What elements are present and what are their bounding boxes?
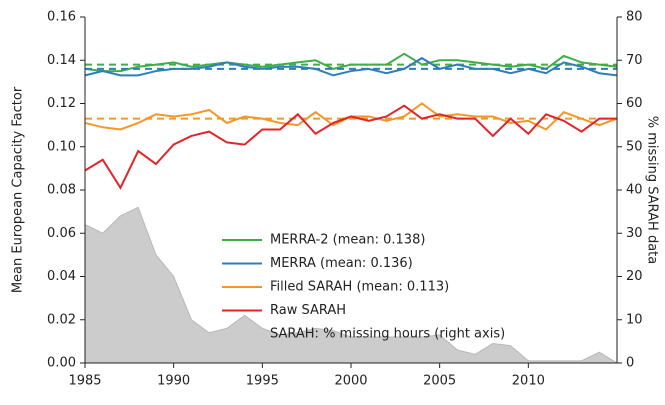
y-tick-label: 0.02 (47, 312, 76, 327)
y-tick-label: 0.06 (47, 226, 76, 241)
y2-tick-label: 0 (626, 356, 634, 371)
y2-tick-label: 30 (626, 226, 643, 241)
x-tick-label: 1990 (157, 374, 190, 389)
y-tick-label: 0.10 (47, 139, 76, 154)
y2-tick-label: 40 (626, 183, 643, 198)
x-tick-label: 2005 (423, 374, 456, 389)
y-tick-label: 0.16 (47, 10, 76, 25)
legend-label: MERRA-2 (mean: 0.138) (270, 233, 425, 248)
y-axis-label: Mean European Capacity Factor (11, 86, 26, 293)
y2-tick-label: 50 (626, 139, 643, 154)
y2-tick-label: 60 (626, 96, 643, 111)
y2-tick-label: 10 (626, 312, 643, 327)
x-tick-label: 1995 (246, 374, 279, 389)
y-tick-label: 0.12 (47, 96, 76, 111)
x-tick-label: 2000 (334, 374, 367, 389)
y2-axis-label: % missing SARAH data (645, 116, 660, 265)
y-tick-label: 0.14 (47, 53, 76, 68)
x-tick-label: 2010 (512, 374, 545, 389)
legend-label: SARAH: % missing hours (right axis) (270, 327, 505, 342)
line (84, 52, 618, 73)
line (84, 104, 617, 190)
line (84, 56, 618, 77)
y-tick-label: 0.04 (47, 269, 76, 284)
x-tick-label: 1985 (68, 374, 101, 389)
y2-tick-label: 20 (626, 269, 643, 284)
y2-tick-label: 70 (626, 53, 643, 68)
area (84, 206, 619, 364)
legend-label: MERRA (mean: 0.136) (270, 256, 413, 271)
y2-tick-label: 80 (626, 10, 643, 25)
y-tick-label: 0.00 (47, 356, 76, 371)
legend-label: Filled SARAH (mean: 0.113) (270, 280, 449, 295)
legend-label: Raw SARAH (270, 303, 346, 318)
y-tick-label: 0.08 (47, 183, 76, 198)
